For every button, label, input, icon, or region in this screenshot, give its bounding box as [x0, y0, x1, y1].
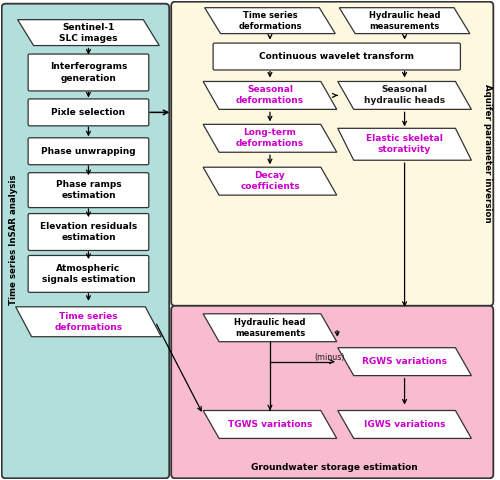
Text: Time series InSAR analysis: Time series InSAR analysis	[9, 175, 18, 305]
Text: Continuous wavelet transform: Continuous wavelet transform	[260, 52, 414, 61]
FancyBboxPatch shape	[171, 306, 494, 478]
Text: Pixle selection: Pixle selection	[52, 108, 126, 117]
Polygon shape	[18, 20, 160, 46]
FancyBboxPatch shape	[2, 4, 169, 478]
FancyBboxPatch shape	[213, 43, 460, 70]
Text: Groundwater storage estimation: Groundwater storage estimation	[252, 463, 418, 472]
FancyBboxPatch shape	[28, 138, 149, 165]
Text: RGWS variations: RGWS variations	[362, 357, 447, 366]
Polygon shape	[338, 410, 471, 438]
Polygon shape	[338, 82, 471, 109]
Text: Interferograms
generation: Interferograms generation	[50, 62, 127, 83]
Text: IGWS variations: IGWS variations	[364, 420, 446, 429]
Polygon shape	[16, 307, 161, 336]
Text: Decay
coefficients: Decay coefficients	[240, 171, 300, 191]
Text: Long-term
deformations: Long-term deformations	[236, 128, 304, 148]
Polygon shape	[203, 124, 337, 152]
Text: Sentinel-1
SLC images: Sentinel-1 SLC images	[59, 23, 118, 43]
FancyBboxPatch shape	[171, 2, 494, 306]
Text: Time series
deformations: Time series deformations	[238, 11, 302, 31]
Text: Seasonal
deformations: Seasonal deformations	[236, 85, 304, 106]
Text: Aquifer parameter inversion: Aquifer parameter inversion	[483, 84, 492, 223]
Text: Atmospheric
signals estimation: Atmospheric signals estimation	[42, 264, 136, 284]
Text: TGWS variations: TGWS variations	[228, 420, 312, 429]
Text: Elastic skeletal
storativity: Elastic skeletal storativity	[366, 134, 443, 155]
Polygon shape	[338, 348, 471, 376]
Polygon shape	[203, 314, 337, 342]
Text: Elevation residuals
estimation: Elevation residuals estimation	[40, 222, 137, 242]
Polygon shape	[340, 8, 470, 34]
Polygon shape	[203, 82, 337, 109]
Polygon shape	[203, 167, 337, 195]
Polygon shape	[338, 128, 471, 160]
Text: Hydraulic head
measurements: Hydraulic head measurements	[369, 11, 440, 31]
Text: Seasonal
hydraulic heads: Seasonal hydraulic heads	[364, 85, 445, 106]
Text: (minus): (minus)	[314, 353, 345, 362]
Polygon shape	[204, 8, 336, 34]
FancyBboxPatch shape	[28, 255, 149, 292]
Text: Phase ramps
estimation: Phase ramps estimation	[56, 180, 122, 200]
FancyBboxPatch shape	[28, 173, 149, 207]
Text: Time series
deformations: Time series deformations	[54, 312, 122, 332]
Text: Phase unwrapping: Phase unwrapping	[41, 147, 136, 156]
Polygon shape	[203, 410, 337, 438]
FancyBboxPatch shape	[28, 214, 149, 251]
FancyBboxPatch shape	[28, 54, 149, 91]
FancyBboxPatch shape	[28, 99, 149, 126]
Text: Hydraulic head
measurements: Hydraulic head measurements	[234, 318, 306, 338]
